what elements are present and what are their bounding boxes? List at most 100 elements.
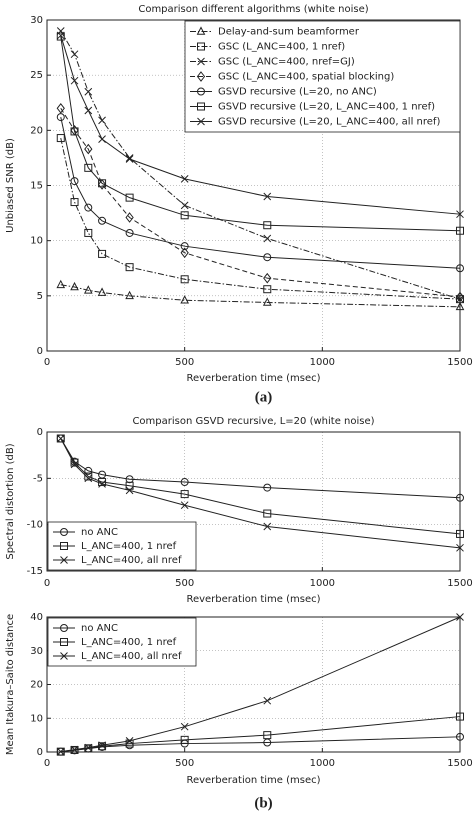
panel-label: (b) [254,795,272,811]
marker [84,203,93,212]
marker [263,696,272,705]
series-line [60,716,461,753]
series-line [60,616,461,753]
marker [197,102,205,111]
marker [263,483,272,492]
series-line [60,36,461,232]
marker [197,42,205,51]
marker [97,287,107,296]
y-tick-label: 15 [30,181,43,192]
marker [263,731,272,740]
marker [56,434,65,443]
marker [263,509,272,518]
x-tick-label: 0 [44,578,50,589]
series-line [60,438,461,499]
legend-label: L_ANC=400, 1 nref [81,541,177,552]
marker [125,481,134,490]
marker [70,177,79,186]
marker [456,732,464,741]
marker [56,32,65,41]
marker [84,472,93,481]
marker [98,480,106,488]
marker [84,743,93,752]
legend-label: L_ANC=400, all nref [81,651,182,662]
marker [125,486,134,495]
marker [456,613,464,621]
x-tick-label: 500 [175,357,194,368]
marker [98,249,107,258]
marker [263,234,272,243]
marker [60,556,68,564]
x-axis-label: Reverberation time (msec) [186,594,320,605]
x-tick-label: 1500 [447,758,472,769]
y-axis-label: Unbiased SNR (dB) [5,138,16,233]
marker [263,253,272,262]
chart-title: Comparison GSVD recursive, L=20 (white n… [132,416,374,427]
marker [180,201,189,210]
y-tick-label: 10 [30,713,43,724]
panel-label: (a) [255,389,273,405]
marker [456,226,464,235]
x-tick-label: 1500 [447,357,472,368]
x-tick-label: 500 [175,758,194,769]
marker [84,163,93,172]
marker [263,522,272,531]
marker [60,528,68,536]
marker [84,143,93,155]
series-line [60,116,461,269]
legend-label: no ANC [81,527,118,538]
x-tick-label: 1500 [447,578,472,589]
marker [262,297,272,306]
marker [70,76,79,85]
marker [70,458,79,467]
marker [98,741,106,750]
marker [456,543,464,552]
marker [97,179,107,190]
marker [60,638,68,646]
series-line [60,30,461,300]
marker [455,301,465,311]
legend-label: GSVD recursive (L=20, L_ANC=400, 1 nref) [218,102,435,113]
legend-label: GSC (L_ANC=400, nref=GJ) [218,57,355,68]
marker [180,490,189,499]
marker [180,295,189,304]
marker [83,285,93,294]
x-axis-label: Reverberation time (msec) [186,775,320,786]
y-tick-label: 0 [37,427,43,438]
y-tick-label: 5 [37,291,43,302]
marker [197,87,205,96]
marker [125,193,134,202]
legend-label: GSC (L_ANC=400, spatial blocking) [218,72,394,83]
marker [56,279,66,289]
x-axis-label: Reverberation time (msec) [186,373,320,384]
marker [56,747,65,756]
marker [70,460,79,469]
marker [180,501,189,510]
y-tick-label: 20 [30,680,43,691]
marker [263,221,272,230]
y-tick-label: 10 [30,236,43,247]
legend-label: Delay-and-sum beamformer [218,27,360,38]
marker [197,57,205,66]
y-tick-label: 25 [30,70,43,81]
marker [84,228,93,237]
marker [125,155,134,163]
y-tick-label: 0 [37,747,43,758]
x-tick-label: 1000 [310,578,335,589]
y-tick-label: -5 [33,473,43,484]
x-tick-label: 0 [44,758,50,769]
marker [56,31,65,40]
marker [70,50,79,59]
marker [125,737,134,745]
marker [98,135,106,144]
marker [263,192,272,201]
marker [456,210,464,219]
series-line [60,108,461,298]
marker [180,211,189,220]
marker [456,529,464,538]
series-line [60,35,461,215]
chart-title: Comparison different algorithms (white n… [138,4,368,15]
legend-label: GSC (L_ANC=400, 1 nref) [218,42,345,53]
